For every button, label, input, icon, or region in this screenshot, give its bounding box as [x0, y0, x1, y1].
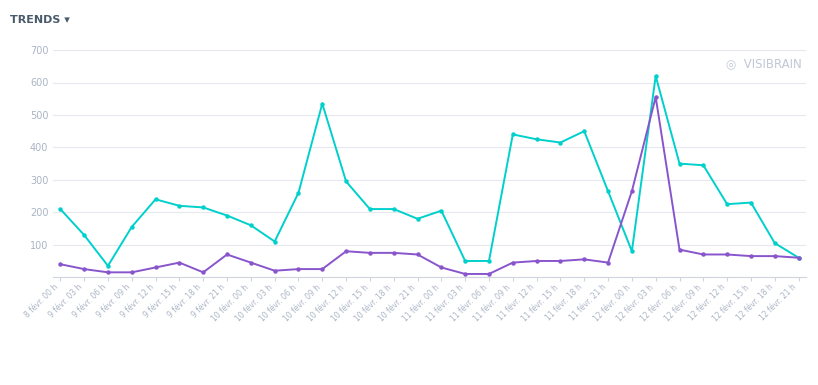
Text: TRENDS ▾: TRENDS ▾: [10, 15, 70, 25]
Text: ◎  VISIBRAIN: ◎ VISIBRAIN: [726, 57, 802, 70]
